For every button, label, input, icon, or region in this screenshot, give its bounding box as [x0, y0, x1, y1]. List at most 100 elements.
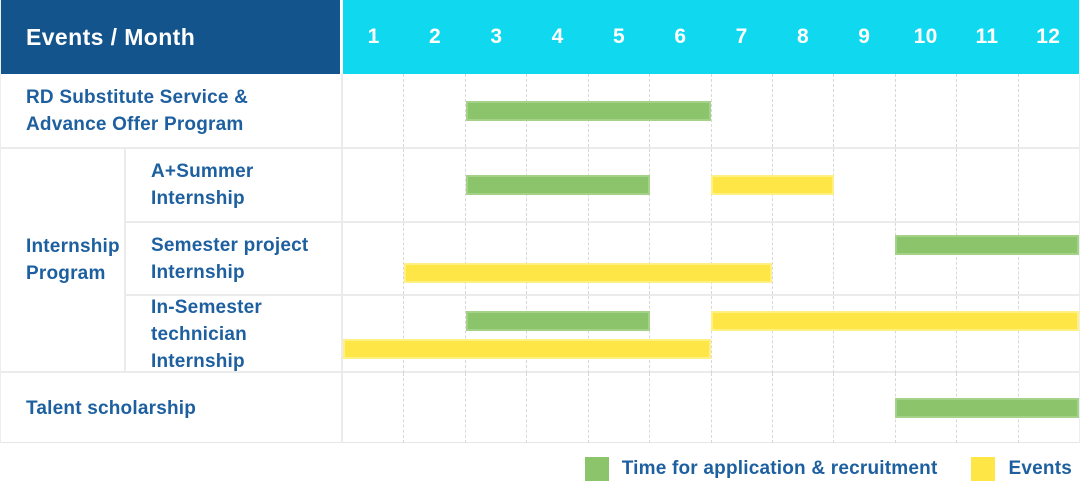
row-label-rd-substitute: RD Substitute Service & Advance Offer Pr…	[1, 74, 343, 147]
chart-cell-a-summer-internship	[343, 149, 1079, 221]
chart-cell-in-semester-technician-internship	[343, 296, 1079, 373]
grid-column-5	[589, 223, 651, 294]
row-label-line: Advance Offer Program	[26, 113, 244, 135]
grid-column-6	[650, 223, 712, 294]
chart-cell-semester-project-internship	[343, 223, 1079, 294]
row-label-line: A+Summer	[151, 161, 254, 182]
month-header-9: 9	[858, 25, 871, 48]
row-label-line: Internship	[151, 261, 245, 283]
grid-column-2	[404, 149, 466, 221]
row-label-semester-project-internship: Semester project Internship	[126, 223, 343, 294]
row-label-line: RD Substitute Service &	[26, 86, 249, 108]
row-label-line: Semester project	[151, 234, 309, 256]
grid-column-1	[343, 373, 405, 443]
chart-cell-rd-substitute	[343, 74, 1079, 147]
group-label-line: Program	[26, 263, 106, 284]
month-gridlines	[343, 296, 1079, 373]
grid-column-1	[343, 296, 405, 373]
gantt-bar-events	[343, 338, 711, 359]
grid-column-7	[712, 296, 773, 373]
gantt-bar-recruitment	[895, 234, 1079, 255]
grid-column-10	[896, 223, 958, 294]
grid-column-10	[896, 149, 958, 221]
month-gridlines	[343, 74, 1079, 147]
grid-column-3	[466, 296, 528, 373]
grid-column-8	[773, 373, 835, 443]
row-semester-project-internship: Semester project Internship	[126, 221, 1079, 294]
events-month-table: Events / Month 1 2 3 4 5 6 7 8 9 10 11 1…	[0, 0, 1080, 443]
grid-column-9	[834, 223, 896, 294]
row-label-line: Internship	[151, 188, 245, 209]
grid-column-11	[957, 149, 1019, 221]
grid-column-12	[1019, 149, 1079, 221]
grid-column-7	[712, 373, 773, 443]
row-label-line: Talent scholarship	[26, 397, 197, 419]
table-title: Events / Month	[26, 23, 196, 50]
gantt-bar-recruitment	[465, 310, 650, 331]
grid-column-3	[466, 373, 528, 443]
grid-column-12	[1019, 74, 1079, 147]
grid-column-9	[834, 296, 896, 373]
table-header-row: Events / Month 1 2 3 4 5 6 7 8 9 10 11 1…	[1, 0, 1079, 74]
row-label-talent-scholarship: Talent scholarship	[1, 373, 343, 443]
grid-column-11	[957, 223, 1019, 294]
grid-column-1	[343, 223, 405, 294]
gantt-bar-events	[404, 262, 773, 283]
month-header-10: 10	[913, 25, 938, 48]
month-header-11: 11	[975, 25, 999, 48]
gantt-bar-recruitment	[465, 175, 650, 195]
grid-column-6	[650, 149, 712, 221]
grid-column-7	[712, 74, 773, 147]
grid-column-12	[1019, 296, 1079, 373]
grid-column-6	[650, 373, 712, 443]
month-header-1: 1	[367, 25, 380, 48]
month-header-3: 3	[490, 25, 503, 48]
grid-column-2	[404, 296, 466, 373]
grid-column-8	[773, 296, 835, 373]
grid-column-7	[712, 223, 773, 294]
group-label-line: Internship	[26, 236, 120, 257]
grid-column-5	[589, 373, 651, 443]
grid-column-10	[896, 296, 958, 373]
legend: Time for application & recruitment Event…	[0, 443, 1080, 494]
grid-column-9	[834, 373, 896, 443]
grid-column-6	[650, 74, 712, 147]
legend-label-recruitment: Time for application & recruitment	[621, 457, 938, 479]
legend-item-events: Events	[971, 456, 1072, 481]
grid-column-2	[404, 223, 466, 294]
month-header-8: 8	[796, 25, 809, 48]
grid-column-6	[650, 296, 712, 373]
grid-column-11	[957, 74, 1019, 147]
grid-column-11	[957, 296, 1019, 373]
row-talent-scholarship: Talent scholarship	[1, 371, 1079, 443]
month-header-4: 4	[551, 25, 564, 48]
row-label-line: technician Internship	[151, 324, 247, 372]
row-label-a-summer-internship: A+Summer Internship	[126, 149, 343, 221]
grid-column-10	[896, 74, 958, 147]
month-header-strip: 1 2 3 4 5 6 7 8 9 10 11 12	[343, 0, 1079, 74]
month-header-2: 2	[429, 25, 441, 48]
chart-cell-talent-scholarship	[343, 373, 1079, 443]
row-a-summer-internship: A+Summer Internship	[126, 149, 1079, 221]
grid-column-9	[834, 149, 896, 221]
gantt-bar-events	[711, 310, 1079, 331]
grid-column-8	[773, 74, 835, 147]
events-color-swatch-icon	[971, 456, 996, 481]
recruitment-color-swatch-icon	[584, 456, 609, 481]
gantt-bar-recruitment	[465, 100, 711, 121]
month-header-5: 5	[612, 25, 625, 48]
gantt-bar-events	[711, 175, 834, 195]
grid-column-8	[773, 149, 835, 221]
month-header-12: 12	[1036, 25, 1061, 48]
grid-column-1	[343, 149, 405, 221]
grid-column-9	[834, 74, 896, 147]
row-rd-substitute: RD Substitute Service & Advance Offer Pr…	[1, 74, 1079, 147]
month-gridlines	[343, 223, 1079, 294]
grid-column-5	[589, 296, 651, 373]
gantt-bar-recruitment	[895, 398, 1079, 418]
grid-column-2	[404, 74, 466, 147]
row-label-in-semester-technician-internship: In-Semester technician Internship	[126, 296, 343, 373]
internship-program-subrows: A+Summer Internship Semester project Int…	[126, 149, 1079, 373]
grid-column-4	[527, 296, 589, 373]
